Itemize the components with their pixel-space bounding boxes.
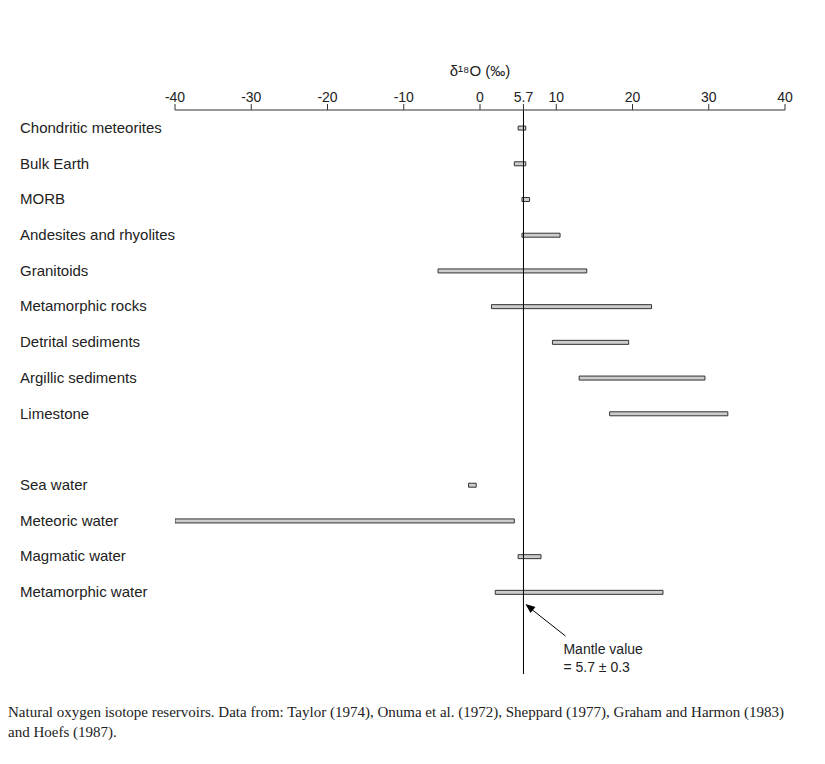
svg-text:Detrital sediments: Detrital sediments — [20, 333, 140, 350]
svg-text:30: 30 — [701, 89, 717, 105]
svg-text:-20: -20 — [317, 89, 337, 105]
svg-text:Bulk Earth: Bulk Earth — [20, 155, 89, 172]
svg-text:5.7: 5.7 — [514, 89, 534, 105]
svg-text:Andesites and rhyolites: Andesites and rhyolites — [20, 226, 175, 243]
svg-text:40: 40 — [777, 89, 793, 105]
svg-text:Limestone: Limestone — [20, 405, 89, 422]
svg-text:MORB: MORB — [20, 190, 65, 207]
svg-text:Mantle value: Mantle value — [563, 641, 643, 657]
svg-text:Chondritic meteorites: Chondritic meteorites — [20, 119, 162, 136]
svg-text:-40: -40 — [165, 89, 185, 105]
svg-text:Metamorphic water: Metamorphic water — [20, 583, 148, 600]
svg-text:Granitoids: Granitoids — [20, 262, 88, 279]
svg-text:-10: -10 — [394, 89, 414, 105]
svg-text:= 5.7 ± 0.3: = 5.7 ± 0.3 — [563, 659, 630, 675]
svg-text:10: 10 — [548, 89, 564, 105]
svg-text:Magmatic water: Magmatic water — [20, 547, 126, 564]
svg-text:δ¹⁸O (‰): δ¹⁸O (‰) — [450, 62, 511, 79]
svg-text:Meteoric water: Meteoric water — [20, 512, 118, 529]
svg-text:Argillic sediments: Argillic sediments — [20, 369, 137, 386]
svg-text:-30: -30 — [241, 89, 261, 105]
svg-text:Sea water: Sea water — [20, 476, 88, 493]
html-text:Natural oxygen isotope reservo: Natural oxygen isotope reservoirs. Data … — [8, 704, 784, 740]
svg-text:0: 0 — [476, 89, 484, 105]
svg-text:20: 20 — [625, 89, 641, 105]
svg-text:Metamorphic rocks: Metamorphic rocks — [20, 297, 147, 314]
